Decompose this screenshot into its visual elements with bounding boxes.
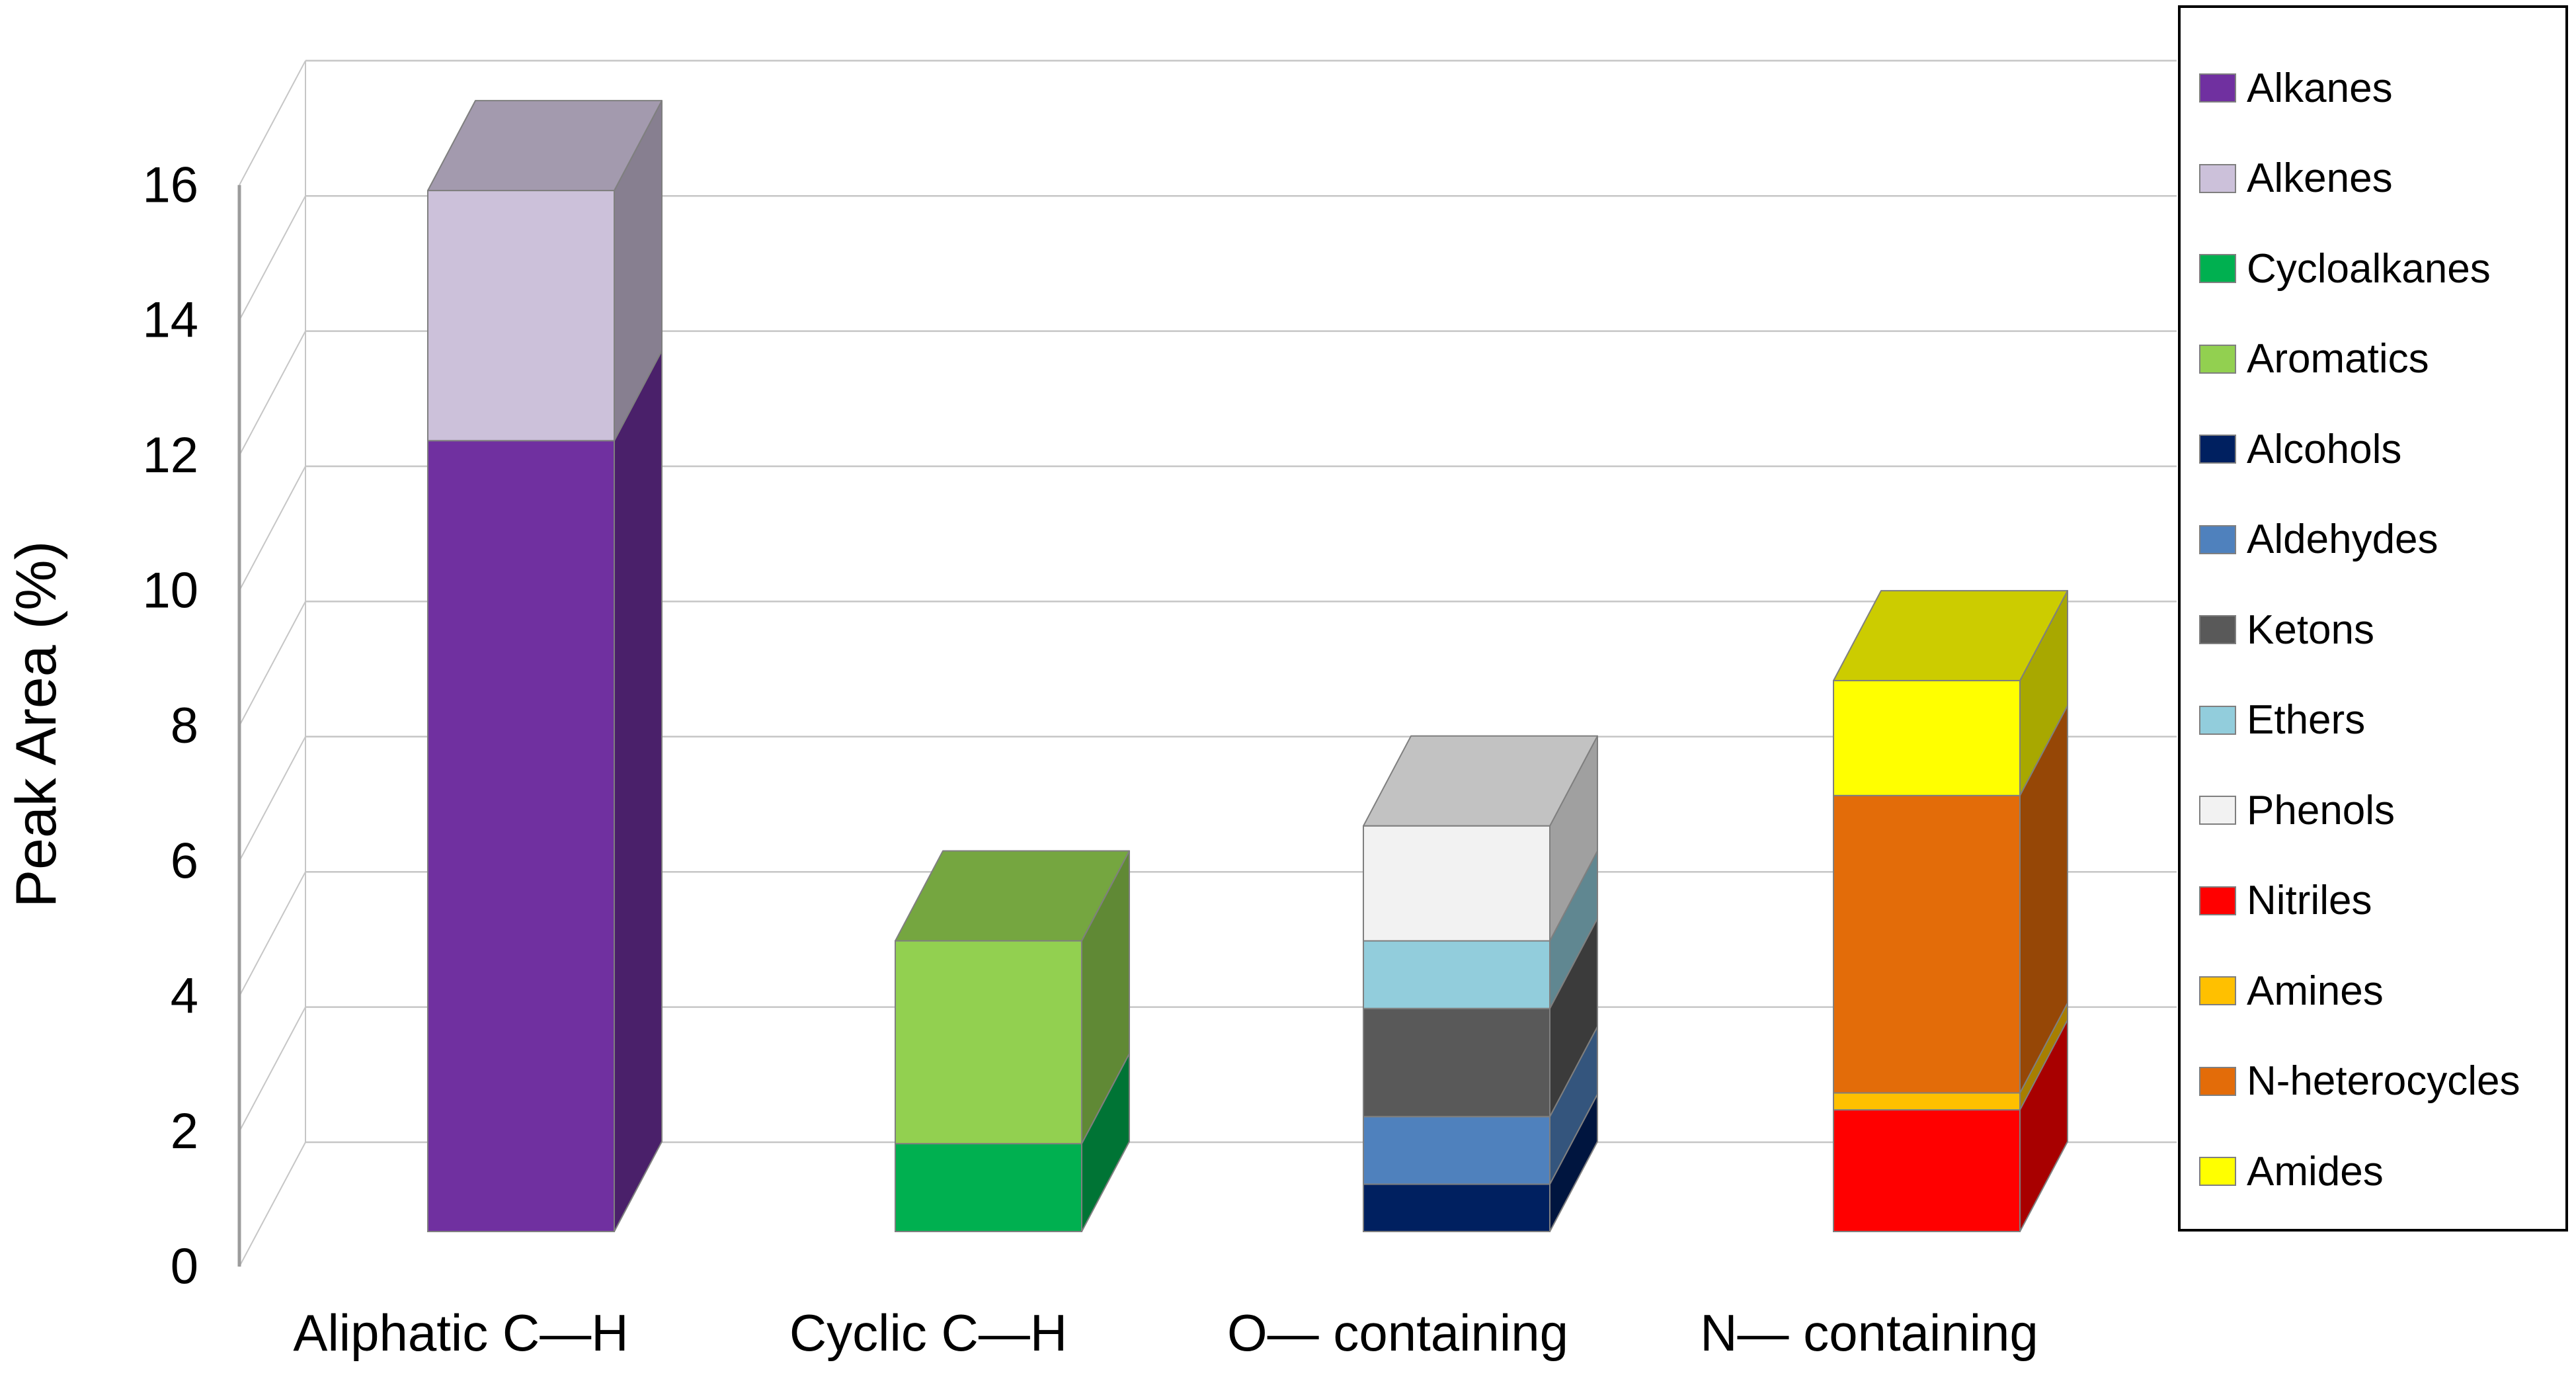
bar-front-face [1363,1007,1550,1118]
bar-cyclic-c-h-aromatics [895,850,1130,1145]
legend-label: Amines [2247,968,2384,1014]
bar-side-face [614,350,663,1232]
legend-swatch-amides [2199,1157,2236,1186]
legend-item-ethers: Ethers [2199,687,2365,753]
legend-label: Ethers [2247,697,2366,743]
y-tick-label-4: 4 [171,968,198,1025]
legend-label: Nitriles [2247,878,2372,923]
legend-swatch-ketons [2199,615,2236,644]
legend-label: Phenols [2247,787,2395,833]
bar-n-containing-amides [1833,590,2068,796]
legend-label: Ketons [2247,607,2375,653]
x-category-label-cyclic-c-h: Cyclic C—H [789,1304,1067,1362]
legend-swatch-alcohols [2199,435,2236,464]
legend-item-alcohols: Alcohols [2199,416,2401,482]
y-tick-label-2: 2 [171,1103,198,1159]
legend-label: Aldehydes [2247,517,2438,562]
legend-label: Alcohols [2247,426,2402,472]
legend-swatch-aldehydes [2199,524,2236,554]
y-tick-label-14: 14 [142,292,198,349]
gridline-depth-4 [239,871,306,997]
legend-label: Alkanes [2247,65,2393,111]
y-tick-label-0: 0 [171,1239,198,1295]
legend-swatch-amines [2199,976,2236,1005]
legend-swatch-n-heterocycles [2199,1066,2236,1096]
legend-label: Cycloalkanes [2247,245,2491,292]
bar-aliphatic-c-h-alkenes [427,100,663,442]
legend-label: Amides [2247,1148,2384,1194]
gridline-depth-2 [239,1007,306,1132]
legend-item-alkanes: Alkanes [2199,55,2393,121]
bar-n-containing-n-heterocycles [1833,704,2068,1094]
y-axis-title: Peak Area (%) [5,541,68,907]
bar-front-face [1833,1109,2021,1233]
x-category-label-o-containing: O— containing [1227,1304,1568,1362]
bar-front-face [427,190,615,442]
y-tick-label-10: 10 [142,563,198,619]
bar-front-face [427,440,615,1232]
legend-item-amides: Amides [2199,1138,2384,1204]
bar-front-face [1363,825,1550,942]
bar-front-face [1833,1092,2021,1111]
gridline-depth-14 [239,195,306,321]
bar-front-face [895,1143,1082,1233]
bar-o-containing-phenols [1363,735,1598,942]
bar-n-containing-nitriles [1833,1019,2068,1233]
legend-swatch-phenols [2199,796,2236,825]
legend-swatch-ethers [2199,705,2236,735]
x-category-label-aliphatic-c-h: Aliphatic C—H [293,1304,628,1362]
x-category-label-n-containing: N— containing [1700,1304,2038,1362]
gridline-depth-10 [239,466,306,591]
legend: Alkanes Alkenes Cycloalkanes Aromatics Alcoh… [2178,5,2568,1232]
gridline-depth-6 [239,736,306,862]
legend-item-aromatics: Aromatics [2199,326,2429,392]
bar-cyclic-c-h-cycloalkanes [895,1053,1130,1233]
legend-label: N-heterocycles [2247,1058,2520,1104]
bars [427,100,2068,1233]
legend-swatch-nitriles [2199,886,2236,915]
legend-item-amines: Amines [2199,958,2384,1024]
bar-front-face [1363,940,1550,1009]
bar-aliphatic-c-h-alkanes [427,350,663,1232]
bar-o-containing-aldehydes [1363,1026,1598,1185]
legend-item-aldehydes: Aldehydes [2199,507,2438,573]
bar-n-containing-amines [1833,1002,2068,1111]
y-axis-tick-labels: 0 2 4 6 8 10 12 14 16 [142,157,198,1294]
gridline-depth-16 [239,60,306,186]
gridline-depth-0 [239,1142,306,1267]
legend-label: Aromatics [2247,336,2429,382]
y-tick-label-8: 8 [171,698,198,754]
legend-item-phenols: Phenols [2199,777,2395,843]
bar-front-face [895,940,1082,1145]
bar-front-face [1363,1116,1550,1185]
legend-swatch-alkenes [2199,163,2236,193]
bar-front-face [1833,680,2021,796]
bar-o-containing-ethers [1363,850,1598,1009]
y-tick-label-6: 6 [171,833,198,889]
y-tick-label-16: 16 [142,157,198,213]
legend-item-cycloalkanes: Cycloalkanes [2199,235,2491,302]
legend-label: Alkenes [2247,155,2393,201]
legend-item-n-heterocycles: N-heterocycles [2199,1048,2520,1114]
legend-swatch-aromatics [2199,344,2236,374]
gridline-depth-8 [239,601,306,726]
legend-swatch-alkanes [2199,73,2236,103]
bar-front-face [1833,794,2021,1094]
bar-front-face [1363,1183,1550,1232]
bar-o-containing-alcohols [1363,1093,1598,1232]
gridline-depth-12 [239,331,306,456]
y-tick-label-12: 12 [142,427,198,483]
legend-item-nitriles: Nitriles [2199,868,2372,934]
x-axis-category-labels: Aliphatic C—H Cyclic C—H O— containing N— c… [293,1304,2038,1362]
legend-item-ketons: Ketons [2199,597,2374,663]
legend-item-alkenes: Alkenes [2199,146,2393,212]
legend-swatch-cycloalkanes [2199,254,2236,283]
